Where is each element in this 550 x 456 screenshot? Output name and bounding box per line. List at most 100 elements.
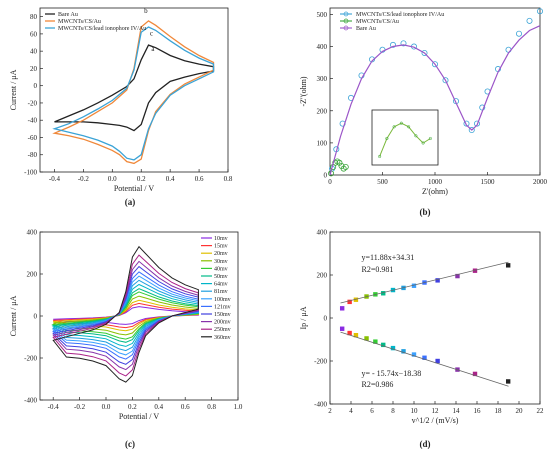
x-tick-label: 14: [453, 407, 461, 415]
data-point-cathodic: [435, 358, 440, 364]
fit-equation: y=11.88x+34.31: [362, 253, 415, 262]
x-tick-label: -0.4: [49, 175, 61, 183]
nyquist-point: [526, 17, 533, 24]
y-tick-label: -20: [28, 99, 38, 107]
data-point-cathodic: [390, 345, 396, 351]
y-tick-label: 0: [324, 315, 328, 323]
y-tick-label: -100: [24, 169, 37, 177]
x-tick-label: 1500: [481, 178, 496, 186]
legend-box: [200, 234, 236, 344]
fit-line-cathodic: [340, 331, 509, 387]
legend-label: 64mv: [214, 282, 228, 288]
data-point-cathodic: [472, 371, 478, 377]
data-point-cathodic: [353, 333, 359, 338]
plot-frame: [39, 7, 229, 173]
plot-frame: [329, 7, 541, 176]
nyquist-point: [421, 49, 428, 56]
data-point-anodic: [472, 268, 478, 273]
data-point-anodic: [381, 291, 386, 296]
x-tick-label: 22: [537, 407, 545, 415]
legend-label: 150mv: [214, 312, 231, 318]
nyquist-fit-line: [329, 25, 541, 176]
nyquist-point: [537, 8, 544, 15]
data-point-cathodic: [401, 349, 406, 354]
y-tick-label: 100: [317, 139, 328, 147]
legend-label: 40mv: [214, 266, 228, 272]
x-tick-label: 0.4: [154, 403, 163, 411]
y-tick-label: 200: [317, 272, 328, 280]
y-tick-label: -60: [28, 134, 38, 142]
x-tick-label: 0.2: [128, 403, 137, 411]
cv-curve-1: [54, 44, 215, 132]
nyquist-point: [468, 127, 475, 134]
x-axis-label: Z'(ohm): [422, 187, 448, 196]
legend-marker: [343, 11, 349, 17]
data-point-cathodic: [411, 352, 417, 357]
x-tick-label: 500: [377, 178, 388, 186]
panel-label-b: (b): [420, 207, 431, 217]
y-tick-label: 60: [30, 30, 38, 38]
fit-line-anodic: [340, 261, 509, 304]
inset-curve: [379, 122, 431, 157]
fit-equation: R2=0.981: [362, 265, 394, 274]
panel-b: 0 500 1000 1500 2000 0 100 200 300 400 500 Z'(ohm) -…: [299, 7, 548, 196]
data-point-cathodic: [381, 342, 386, 348]
nyquist-point: [342, 163, 349, 170]
y-tick-label: 0: [324, 172, 328, 180]
x-tick-label: 4: [349, 407, 353, 415]
legend-label: MWCNTs/CS/Au: [356, 19, 399, 25]
y-tick-label: 400: [317, 43, 328, 51]
y-tick-label: 400: [27, 229, 38, 237]
data-point-cathodic: [339, 326, 345, 331]
legend-label: 81mv: [214, 289, 228, 295]
data-point-cathodic: [347, 330, 352, 336]
x-tick-label: 0.4: [166, 175, 175, 183]
legend-label: 10mv: [214, 236, 228, 242]
y-tick-label: -80: [28, 151, 38, 159]
data-point-cathodic: [422, 355, 427, 360]
data-point-anodic: [435, 278, 440, 283]
legend-label: 50mv: [214, 274, 228, 280]
nyquist-point: [463, 120, 470, 127]
inset-frame: [371, 109, 439, 166]
nyquist-point: [442, 77, 449, 84]
y-tick-label: -200: [24, 355, 37, 363]
y-tick-label: 200: [317, 107, 328, 115]
data-point-anodic: [455, 273, 460, 279]
panel-label-c: (c): [125, 439, 135, 449]
x-tick-label: -0.2: [78, 175, 90, 183]
inset-point: [399, 121, 403, 125]
x-tick-label: 0.0: [102, 403, 111, 411]
y-tick-label: -200: [314, 358, 327, 366]
legend-label: 20mv: [214, 251, 228, 257]
legend-label: MWCNTs/CS/lead ionophore IV/Au: [58, 26, 146, 32]
cv-curve-200mv: [52, 260, 199, 371]
x-tick-label: 0.6: [181, 403, 190, 411]
x-tick-label: 1000: [428, 178, 443, 186]
inset-point: [385, 136, 389, 141]
x-axis-label: Potential / V: [119, 412, 160, 421]
legend-marker: [343, 18, 349, 24]
y-tick-label: 200: [27, 271, 38, 279]
legend-label: 121mv: [214, 304, 231, 310]
y-tick-label: 400: [317, 229, 328, 237]
x-tick-label: 0.2: [137, 175, 146, 183]
nyquist-point: [389, 41, 396, 48]
legend-label: MWCNTs/CS/lead ionophore IV/Au: [356, 12, 444, 18]
legend-label: 100mv: [214, 297, 231, 303]
x-tick-label: 2000: [533, 178, 548, 186]
x-tick-label: 1.0: [234, 403, 243, 411]
x-tick-label: 6: [370, 407, 374, 415]
curve-annotation: b: [144, 7, 148, 15]
data-point-cathodic: [505, 379, 511, 384]
x-tick-label: 10: [411, 407, 419, 415]
x-tick-label: 0.6: [195, 175, 204, 183]
y-axis-label: -Z''(ohm): [299, 76, 308, 106]
inset-point: [378, 154, 382, 159]
cv-curve-360mv: [52, 245, 199, 383]
x-axis-label: v^1/2 / (mV/s): [412, 416, 459, 425]
legend-label: Bare Au: [58, 12, 78, 18]
y-tick-label: -400: [314, 401, 327, 409]
legend-label: 200mv: [214, 320, 231, 326]
inset-point: [392, 125, 396, 129]
